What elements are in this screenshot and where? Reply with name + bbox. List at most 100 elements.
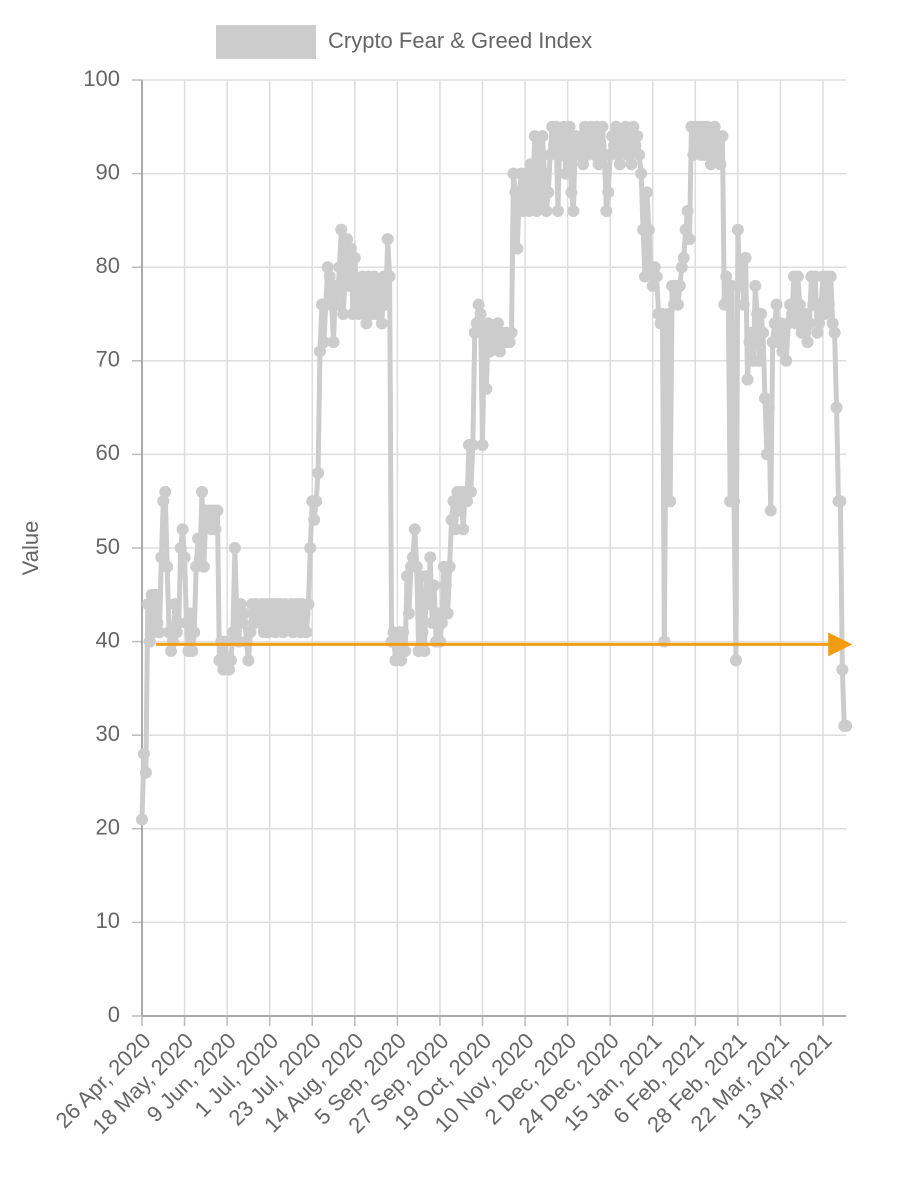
data-point <box>401 570 414 583</box>
data-point <box>184 607 197 620</box>
data-point <box>228 542 241 554</box>
data-point <box>493 345 506 358</box>
data-point <box>631 130 644 143</box>
data-point <box>464 485 477 498</box>
data-point <box>478 326 491 339</box>
data-point <box>673 279 686 292</box>
data-point <box>524 158 537 171</box>
data-point <box>803 317 816 330</box>
data-point <box>254 616 267 629</box>
data-point <box>491 317 504 330</box>
data-point <box>503 336 516 349</box>
data-point <box>211 504 224 517</box>
data-point <box>302 598 315 611</box>
data-point <box>662 308 675 320</box>
data-point <box>780 354 793 367</box>
data-point <box>234 598 247 611</box>
data-point <box>758 392 771 405</box>
y-tick-label: 100 <box>83 66 120 91</box>
data-point <box>443 560 456 573</box>
data-point <box>354 279 367 292</box>
data-point <box>453 504 466 517</box>
data-point <box>402 607 415 620</box>
data-point <box>640 186 653 199</box>
y-tick-label: 20 <box>96 815 120 840</box>
data-point <box>192 532 205 545</box>
data-point <box>793 298 806 311</box>
data-point <box>720 270 733 283</box>
data-point <box>791 270 804 283</box>
data-point <box>741 373 754 386</box>
data-point <box>786 308 799 320</box>
data-point <box>708 120 721 133</box>
data-point <box>159 485 172 498</box>
y-axis-label: Value <box>18 521 43 576</box>
data-point <box>174 542 187 554</box>
data-point <box>468 326 481 339</box>
data-point <box>625 158 638 171</box>
data-point <box>828 326 841 339</box>
data-point <box>308 513 321 526</box>
data-point <box>186 644 199 657</box>
data-point <box>313 345 326 358</box>
data-point <box>290 616 303 629</box>
data-point <box>383 270 396 283</box>
data-point <box>339 270 352 283</box>
data-point <box>418 644 431 657</box>
data-point <box>733 279 746 292</box>
data-point <box>822 298 835 311</box>
data-point <box>408 523 421 536</box>
data-point <box>348 251 361 264</box>
data-point <box>635 167 648 180</box>
data-point <box>582 139 595 152</box>
data-point <box>710 148 723 161</box>
data-point <box>749 279 762 292</box>
data-point <box>633 148 646 161</box>
y-tick-label: 10 <box>96 908 120 933</box>
data-point <box>337 308 350 320</box>
data-point <box>447 495 460 508</box>
data-point <box>729 654 742 667</box>
data-point <box>650 270 663 283</box>
data-point <box>155 551 168 564</box>
data-point <box>236 616 249 629</box>
data-point <box>395 654 408 667</box>
data-point <box>548 139 561 152</box>
data-point <box>441 607 454 620</box>
data-point <box>201 513 214 526</box>
data-point <box>544 148 557 161</box>
data-point <box>840 719 853 732</box>
data-point <box>424 551 437 564</box>
data-point <box>476 439 489 452</box>
data-point <box>737 298 750 311</box>
data-point <box>420 570 433 583</box>
data-point <box>238 607 251 620</box>
data-point <box>731 223 744 236</box>
data-point <box>519 167 532 180</box>
data-point <box>410 560 423 573</box>
data-point <box>141 598 154 611</box>
data-point <box>691 139 704 152</box>
data-point <box>532 139 545 152</box>
data-point <box>197 560 210 573</box>
data-point <box>565 186 578 199</box>
data-point <box>153 626 166 639</box>
data-point <box>760 448 773 461</box>
data-point <box>611 148 624 161</box>
data-point <box>677 251 690 264</box>
data-point <box>553 130 566 143</box>
y-tick-label: 50 <box>96 534 120 559</box>
data-point <box>642 223 655 236</box>
data-point <box>439 579 452 592</box>
data-point <box>474 308 487 320</box>
data-point <box>312 467 325 480</box>
data-point <box>381 233 394 246</box>
data-point <box>484 345 497 358</box>
data-point <box>350 289 363 302</box>
y-tick-label: 40 <box>96 627 120 652</box>
data-point <box>323 270 336 283</box>
data-point <box>588 148 601 161</box>
y-tick-label: 0 <box>108 1002 120 1027</box>
data-point <box>739 251 752 264</box>
data-point <box>333 261 346 274</box>
